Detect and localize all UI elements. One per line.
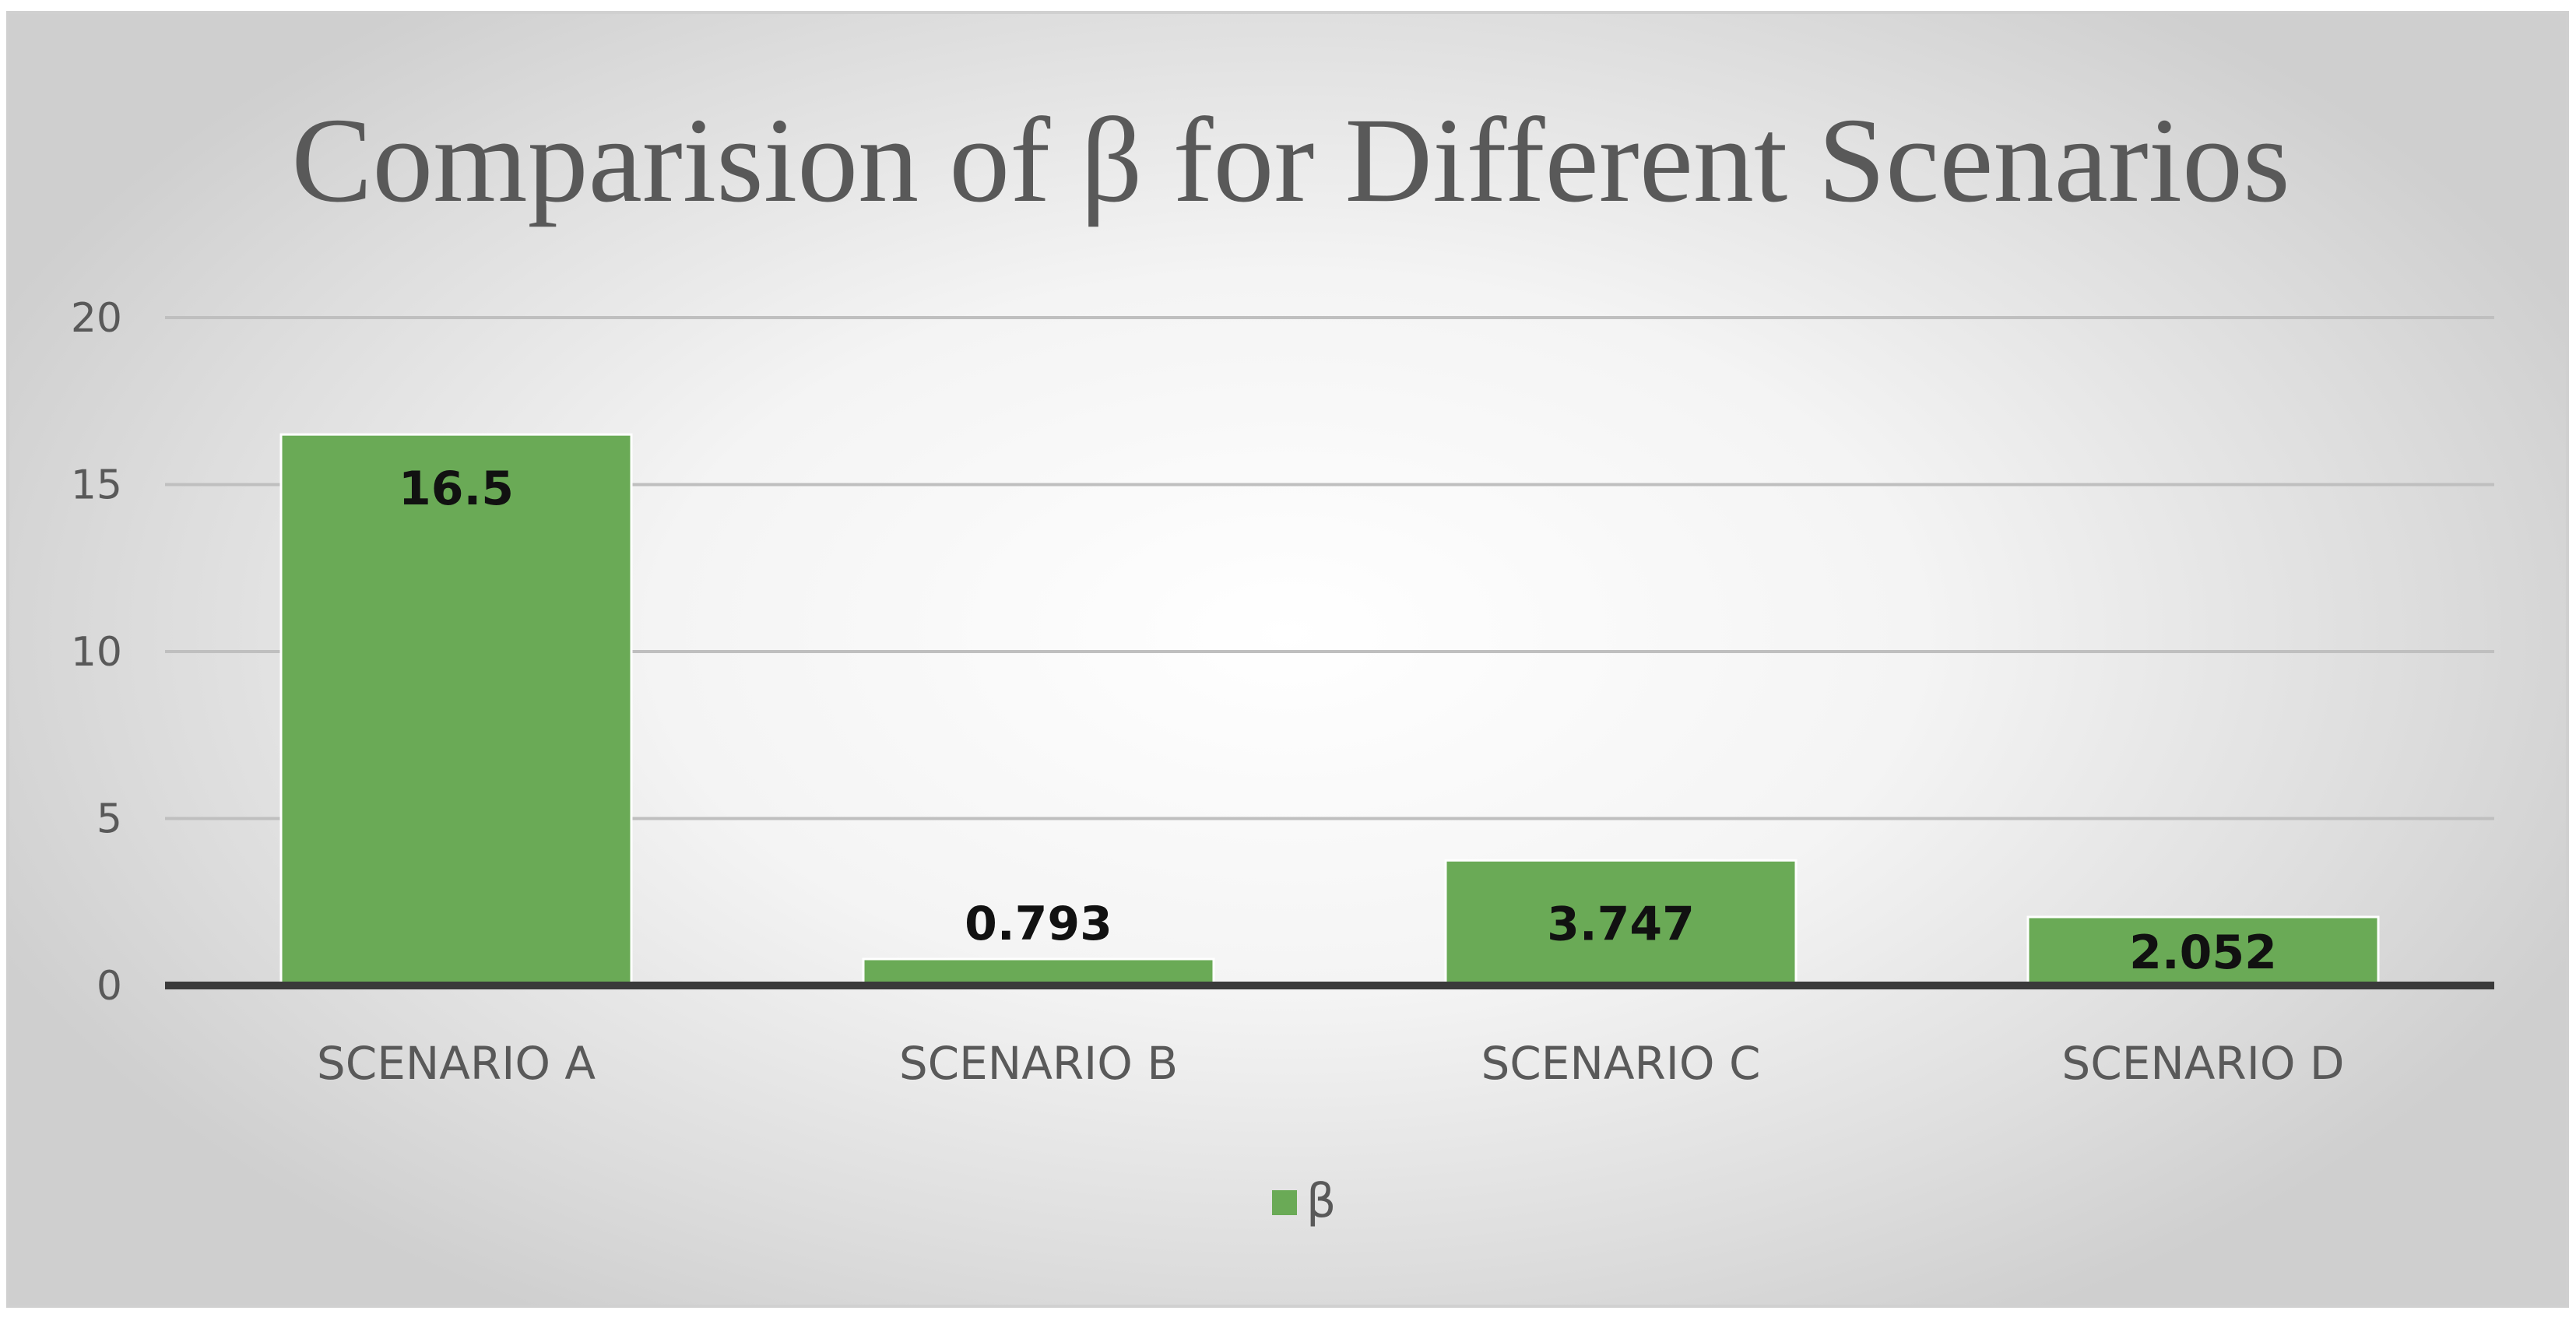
x-tick-label: SCENARIO C xyxy=(1481,1037,1760,1090)
chart-title: Comparision of β for Different Scenarios xyxy=(291,93,2290,227)
y-tick-label: 20 xyxy=(71,295,122,342)
y-tick-label: 5 xyxy=(97,796,122,843)
bars xyxy=(279,433,2380,987)
y-tick-label: 10 xyxy=(71,629,122,676)
bar xyxy=(1444,859,1798,987)
y-tick-label: 15 xyxy=(71,462,122,509)
data-labels: 16.5 0.793 3.747 2.052 xyxy=(399,462,2277,980)
data-label: 3.747 xyxy=(1547,898,1695,952)
data-label: 16.5 xyxy=(399,462,514,516)
x-tick-label: SCENARIO B xyxy=(899,1037,1178,1090)
x-tick-label: SCENARIO D xyxy=(2061,1037,2344,1090)
legend: β xyxy=(1272,1174,1336,1228)
data-label: 2.052 xyxy=(2129,926,2277,980)
x-tick-label: SCENARIO A xyxy=(317,1037,596,1090)
bar-chart: Comparision of β for Different Scenarios… xyxy=(71,93,2494,1228)
x-axis-labels: SCENARIO A SCENARIO B SCENARIO C SCENARIO D xyxy=(317,1037,2345,1090)
y-axis-ticks: 0 5 10 15 20 xyxy=(71,295,122,1010)
bar xyxy=(862,957,1215,987)
chart-area: Comparision of β for Different Scenarios… xyxy=(6,11,2569,1308)
data-label: 0.793 xyxy=(965,897,1112,951)
legend-label: β xyxy=(1306,1174,1336,1228)
bar xyxy=(279,433,633,987)
legend-swatch xyxy=(1272,1190,1297,1215)
y-tick-label: 0 xyxy=(97,963,122,1010)
